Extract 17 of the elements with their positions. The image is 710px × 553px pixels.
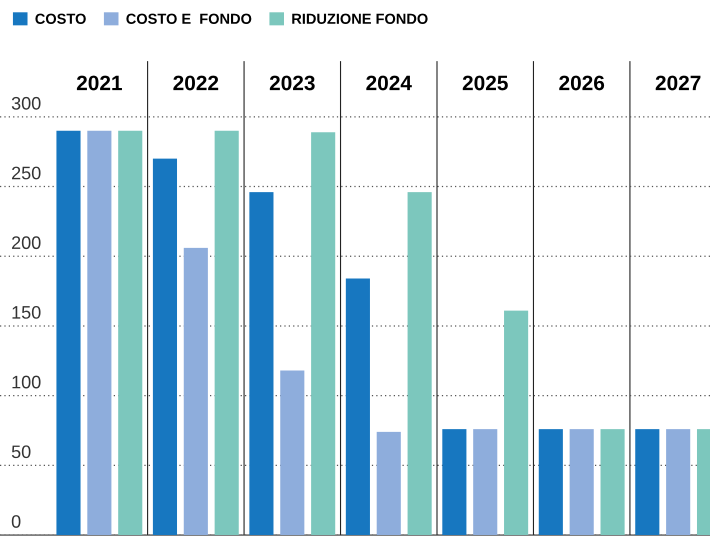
x-tick-label: 2022 bbox=[173, 76, 218, 90]
y-tick-label: 0 bbox=[12, 515, 20, 528]
x-tick-label: 2021 bbox=[76, 76, 122, 90]
x-tick-label: 2026 bbox=[559, 76, 604, 90]
legend-label: COSTO bbox=[35, 14, 86, 24]
legend-label: RIDUZIONE FONDO bbox=[292, 14, 428, 24]
x-tick-label: 2025 bbox=[462, 76, 508, 90]
legend-label: COSTO E FONDO bbox=[126, 14, 252, 24]
y-tick-label: 200 bbox=[12, 236, 41, 250]
y-tick-label: 100 bbox=[12, 376, 41, 388]
x-tick-label: 2024 bbox=[366, 76, 412, 90]
x-tick-label: 2027 bbox=[656, 76, 700, 90]
x-tick-label: 2023 bbox=[270, 76, 315, 90]
y-tick-label: 50 bbox=[12, 445, 30, 458]
y-tick-label: 300 bbox=[12, 96, 41, 110]
y-tick-label: 250 bbox=[12, 166, 41, 180]
y-tick-label: 150 bbox=[12, 306, 41, 319]
